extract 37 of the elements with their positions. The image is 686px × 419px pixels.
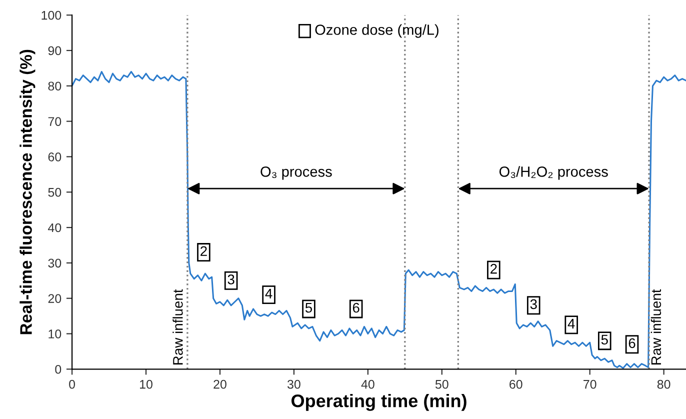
x-tick-label: 20 (214, 380, 226, 389)
annotation: Raw influent (650, 289, 662, 364)
annotation: Ozone dose (mg/L) (315, 24, 438, 38)
y-tick-label: 10 (48, 330, 62, 338)
annotation: 5 (305, 302, 312, 313)
y-tick-label: 70 (48, 117, 62, 126)
x-tick-label: 0 (69, 380, 76, 389)
y-tick-label: 40 (48, 223, 62, 232)
annotation: 5 (601, 334, 608, 345)
annotation: 6 (352, 302, 360, 313)
annotation: 3 (530, 299, 537, 310)
y-tick-label: 20 (48, 294, 62, 303)
annotation: Raw influent (172, 289, 183, 364)
y-tick-label: 100 (42, 10, 62, 20)
y-axis-title: Real-time fluorescence intensity (%) (20, 50, 36, 334)
x-tick-label: 30 (287, 380, 300, 389)
annotation: 4 (568, 318, 575, 328)
x-tick-label: 80 (657, 380, 670, 389)
annotation: 6 (628, 338, 636, 348)
y-tick-label: 50 (48, 188, 62, 197)
y-tick-label: 60 (48, 152, 62, 162)
x-tick-label: 60 (510, 380, 522, 389)
y-tick-label: 30 (48, 258, 62, 268)
y-tick-label: 0 (55, 364, 62, 374)
x-axis-title: Operating time (min) (291, 394, 466, 411)
x-tick-label: 50 (435, 380, 448, 389)
annotation: 2 (200, 246, 207, 256)
annotation: O₃/H₂O₂ process (499, 166, 608, 180)
x-tick-label: 40 (361, 380, 374, 389)
annotation: O₃ process (260, 166, 332, 180)
y-tick-label: 90 (48, 46, 62, 56)
y-tick-label: 80 (48, 82, 62, 91)
annotation: 4 (265, 288, 272, 298)
x-tick-label: 10 (140, 380, 152, 389)
annotation: 2 (490, 264, 497, 274)
x-tick-label: 70 (584, 380, 596, 389)
annotation: 3 (228, 274, 234, 284)
